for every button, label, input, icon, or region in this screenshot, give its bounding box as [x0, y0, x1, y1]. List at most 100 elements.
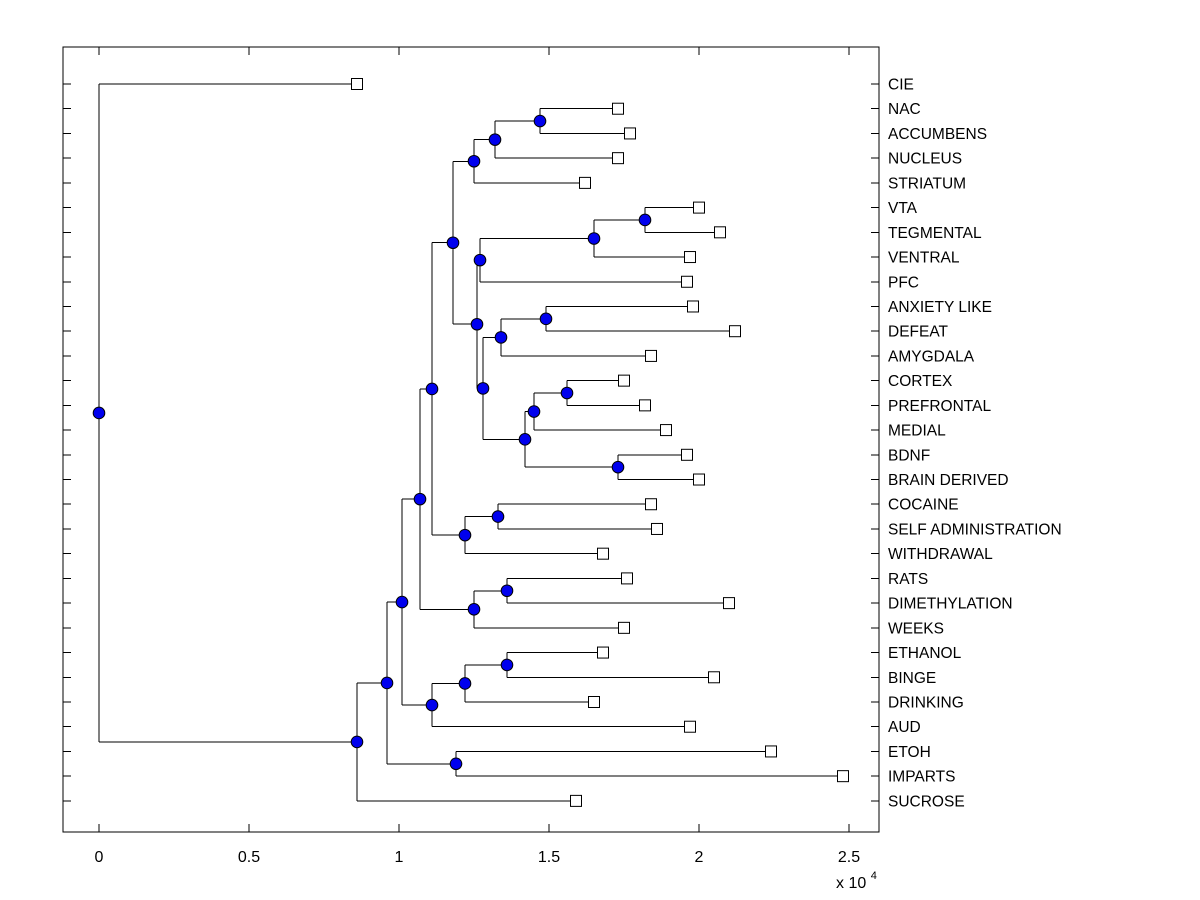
leaf-label: BRAIN DERIVED [888, 472, 1009, 489]
internal-node-marker [458, 528, 472, 542]
x-tick-label: 1.5 [538, 849, 560, 866]
leaf-marker-square [708, 671, 720, 684]
axes-box [62, 46, 880, 833]
internal-node-marker [494, 331, 508, 344]
internal-node-marker [500, 658, 514, 672]
internal-node-marker [446, 236, 460, 250]
x-tick-label: 1 [395, 849, 404, 866]
internal-node-marker [587, 232, 601, 245]
tree-markers [92, 78, 849, 807]
plot-box [62, 46, 880, 833]
internal-node-marker [500, 584, 514, 598]
leaf-marker-square [723, 597, 735, 610]
internal-node-marker [413, 492, 427, 506]
x-tick-label: 0 [95, 849, 104, 866]
leaf-label: SUCROSE [888, 793, 965, 810]
tree-branches [98, 83, 843, 802]
leaf-label: VTA [888, 200, 918, 217]
leaf-marker-square [837, 770, 849, 783]
leaf-marker-square [729, 325, 741, 338]
leaf-marker-square [618, 374, 630, 387]
leaf-marker-square [624, 127, 636, 140]
internal-node-marker [491, 510, 505, 523]
leaf-marker-square [693, 473, 705, 486]
leaf-marker-square [660, 424, 672, 437]
internal-node-marker [518, 433, 532, 446]
internal-node-marker [395, 595, 409, 609]
internal-node-marker [467, 603, 481, 616]
internal-node-marker [473, 253, 487, 267]
leaf-label: NUCLEUS [888, 151, 962, 168]
x-axis-multiplier-exponent: 4 [871, 870, 877, 882]
x-tick-label: 2.5 [838, 849, 860, 866]
leaf-label: WEEKS [888, 620, 944, 637]
x-tick-label: 0.5 [238, 849, 260, 866]
leaf-marker-square [645, 498, 657, 511]
leaf-marker-square [684, 720, 696, 733]
internal-node-marker [533, 114, 547, 128]
leaf-marker-square [612, 102, 624, 115]
leaf-marker-square [645, 349, 657, 362]
internal-node-marker [92, 406, 106, 420]
leaf-label: SELF ADMINISTRATION [888, 521, 1062, 538]
leaf-label: TEGMENTAL [888, 225, 982, 242]
leaf-label: ANXIETY LIKE [888, 299, 992, 316]
leaf-label: DRINKING [888, 695, 964, 712]
leaf-label: AMYGDALA [888, 348, 975, 365]
leaf-marker-square [681, 275, 693, 288]
leaf-label: VENTRAL [888, 250, 960, 267]
leaf-label: AUD [888, 719, 921, 736]
internal-node-marker [350, 735, 364, 749]
leaf-marker-square [579, 176, 591, 189]
x-axis-multiplier-label: x 10 4 [836, 870, 877, 892]
internal-node-marker [380, 676, 394, 690]
leaf-marker-square [351, 78, 363, 90]
leaf-label: CIE [888, 77, 914, 94]
leaf-marker-square [588, 696, 600, 708]
internal-node-marker [488, 133, 502, 146]
internal-node-marker [425, 698, 439, 712]
internal-node-marker [611, 460, 625, 474]
leaf-marker-square [681, 448, 693, 461]
leaf-label: STRIATUM [888, 175, 966, 192]
leaf-marker-square [570, 794, 582, 807]
internal-node-marker [527, 405, 541, 418]
internal-node-marker [638, 213, 652, 227]
leaf-marker-square [612, 152, 624, 165]
leaf-label: WITHDRAWAL [888, 546, 993, 563]
leaf-label: PFC [888, 274, 919, 291]
leaf-marker-square [714, 226, 726, 239]
leaf-label: RATS [888, 571, 928, 588]
leaf-marker-square [597, 646, 609, 659]
internal-node-marker [467, 154, 481, 168]
internal-node-marker [449, 757, 463, 771]
leaf-label: NAC [888, 101, 921, 118]
leaf-label: MEDIAL [888, 423, 946, 440]
leaf-label: COCAINE [888, 497, 959, 514]
leaf-marker-square [639, 399, 651, 412]
internal-node-marker [470, 317, 484, 331]
leaf-marker-square [651, 522, 663, 535]
internal-node-marker [476, 382, 490, 395]
internal-node-marker [425, 382, 439, 396]
leaf-marker-square [693, 201, 705, 214]
leaf-marker-square [618, 621, 630, 634]
leaf-marker-square [684, 251, 696, 264]
leaf-marker-square [765, 745, 777, 758]
leaf-label: DEFEAT [888, 324, 949, 341]
leaf-label: PREFRONTAL [888, 398, 991, 415]
leaf-label: ETOH [888, 744, 931, 761]
leaf-marker-square [621, 572, 633, 585]
internal-node-marker [560, 386, 574, 400]
leaf-label: DIMETHYLATION [888, 596, 1013, 613]
leaf-label: ETHANOL [888, 645, 962, 662]
x-tick-label: 2 [695, 849, 704, 866]
leaf-label: CORTEX [888, 373, 953, 390]
internal-node-marker [458, 677, 472, 690]
axis-and-leaf-labels: 0 0.5 1 1.5 2 2.5 x 10 4 CIE NAC ACCUMBENS NUCLEUS… [95, 77, 1062, 893]
leaf-marker-square [687, 300, 699, 313]
leaf-label: BINGE [888, 670, 936, 687]
leaf-label: BDNF [888, 447, 930, 464]
